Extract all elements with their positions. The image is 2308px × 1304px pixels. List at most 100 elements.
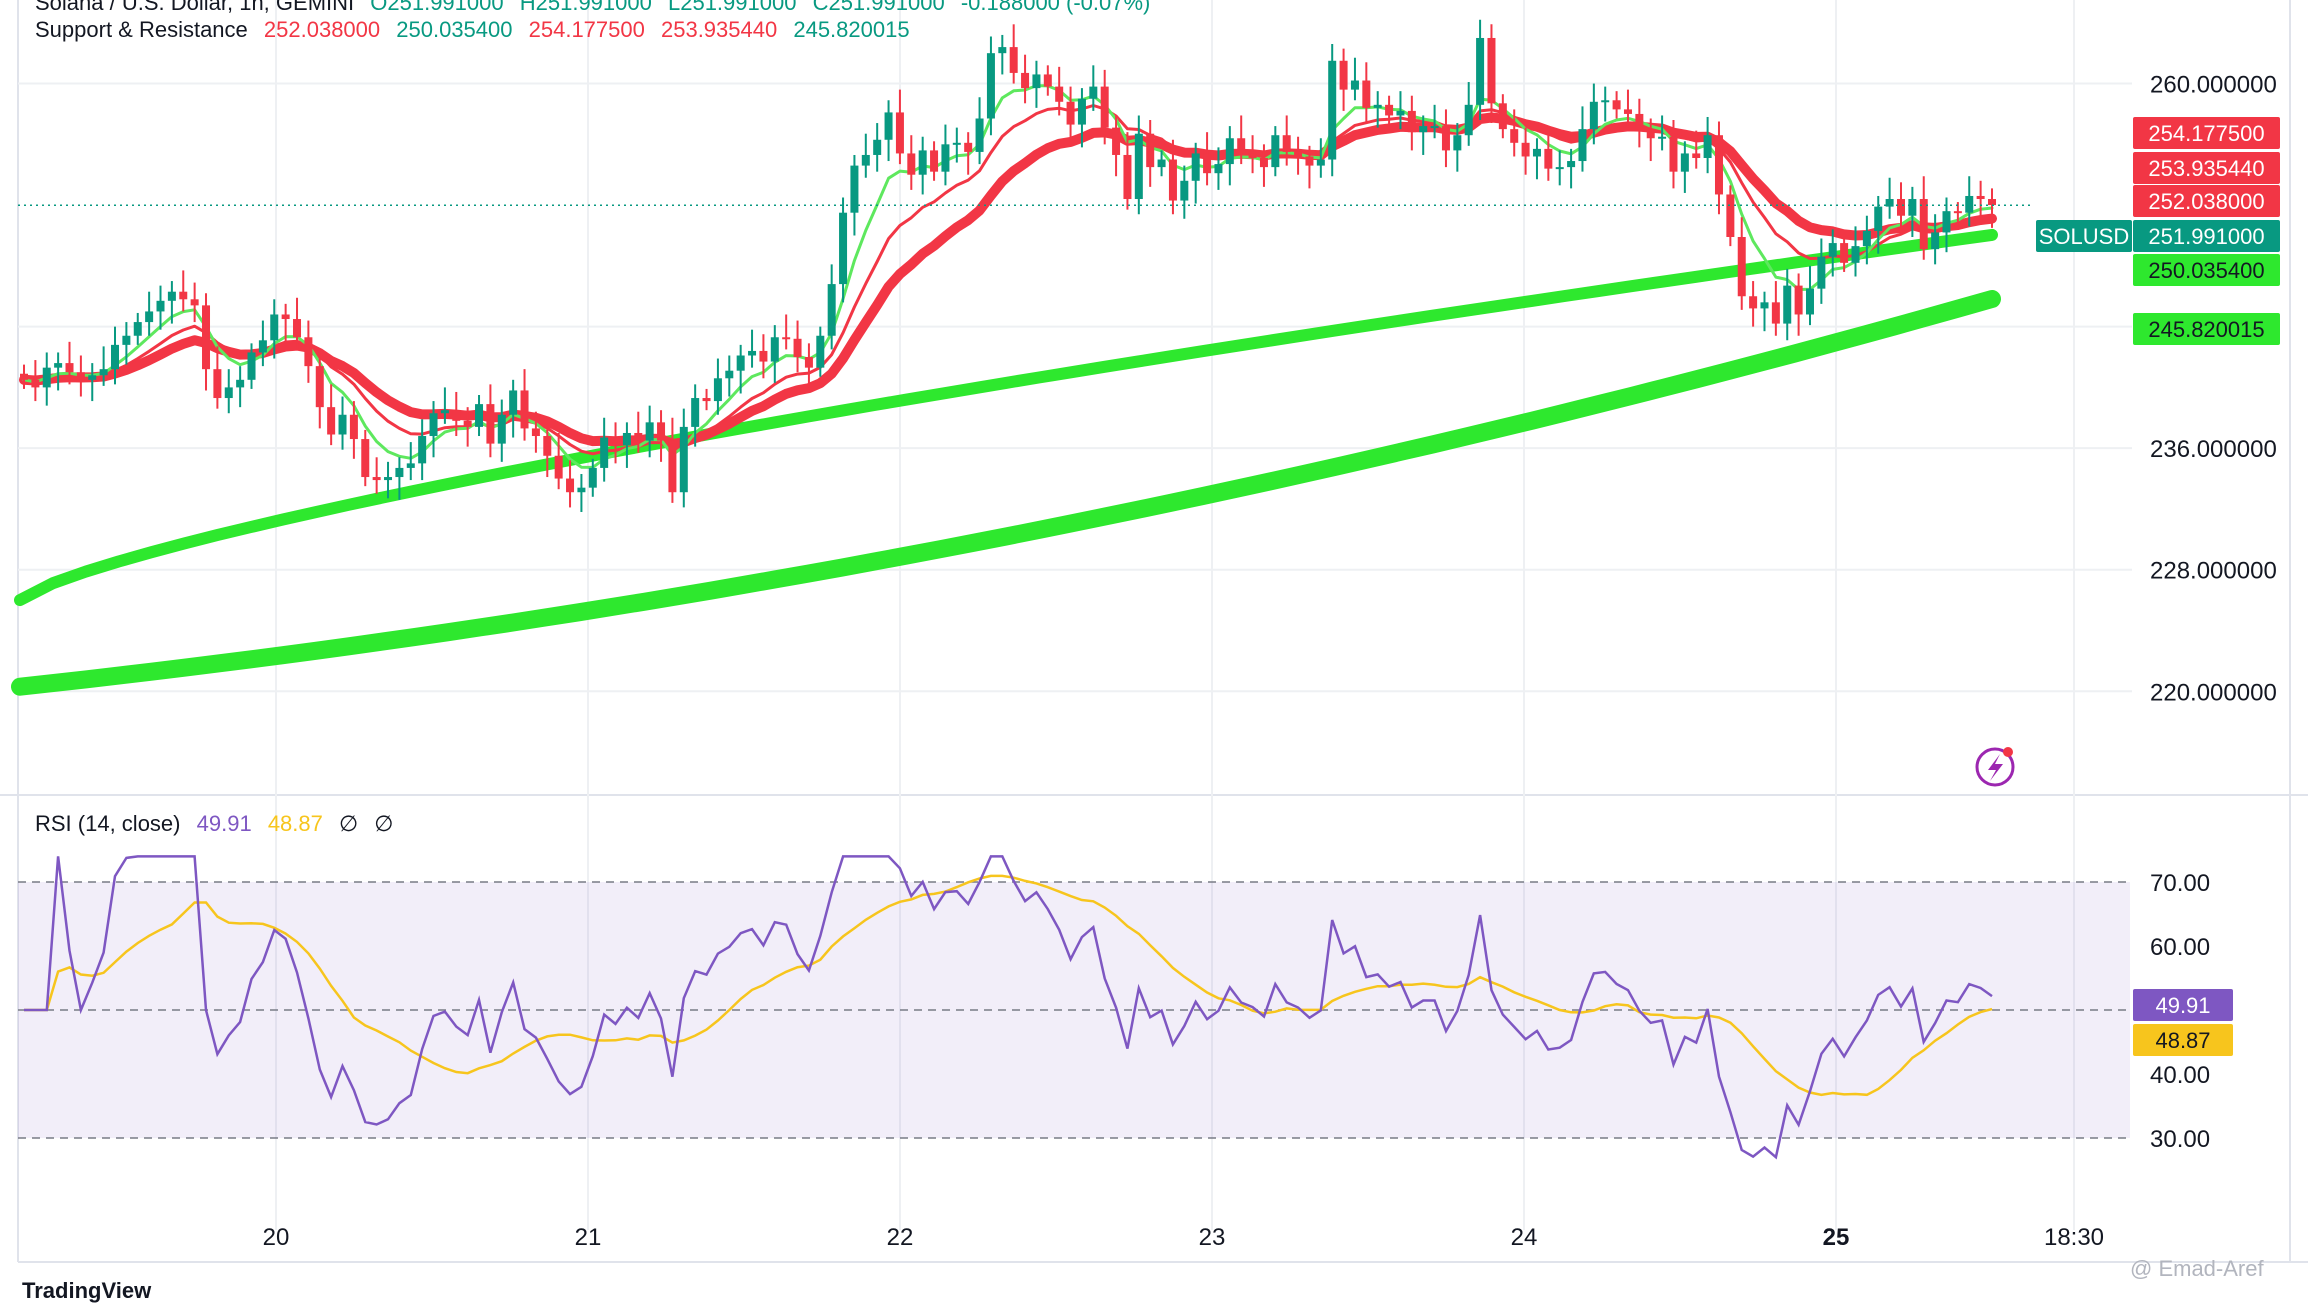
candle[interactable] [1521, 127, 1530, 175]
candle[interactable] [1271, 126, 1280, 177]
candle[interactable] [1453, 123, 1462, 172]
candle[interactable] [941, 124, 950, 186]
candle[interactable] [566, 460, 575, 508]
candle[interactable] [1692, 130, 1701, 169]
candle[interactable] [1896, 182, 1905, 233]
candle[interactable] [1862, 215, 1871, 265]
candle[interactable] [1385, 95, 1394, 125]
candle[interactable] [452, 391, 461, 437]
candle[interactable] [1396, 91, 1405, 130]
candle[interactable] [1328, 44, 1337, 177]
candle[interactable] [1612, 91, 1621, 119]
candle[interactable] [1441, 109, 1450, 168]
candle[interactable] [1157, 150, 1166, 177]
candle[interactable] [554, 432, 563, 490]
candle[interactable] [1749, 281, 1758, 327]
candle[interactable] [1248, 135, 1257, 174]
candle[interactable] [918, 136, 927, 195]
candle[interactable] [1112, 115, 1121, 177]
candle[interactable] [1305, 145, 1314, 189]
candle[interactable] [861, 133, 870, 178]
candle[interactable] [816, 326, 825, 377]
candle[interactable] [1203, 132, 1212, 186]
candle[interactable] [1498, 94, 1507, 139]
candle[interactable] [224, 369, 233, 414]
candle[interactable] [167, 281, 176, 324]
candle[interactable] [1976, 180, 1985, 218]
candle[interactable] [258, 320, 267, 367]
candle[interactable] [372, 457, 381, 494]
candle[interactable] [1555, 150, 1564, 186]
candle[interactable] [975, 97, 984, 165]
candle[interactable] [1009, 24, 1018, 84]
candle[interactable] [213, 346, 222, 409]
candle[interactable] [20, 364, 28, 389]
candle[interactable] [645, 405, 654, 458]
candle[interactable] [1840, 233, 1849, 272]
candle[interactable] [1339, 48, 1348, 111]
candle[interactable] [1316, 138, 1325, 178]
candle[interactable] [702, 388, 711, 411]
candle[interactable] [509, 379, 518, 438]
candle[interactable] [770, 325, 779, 383]
candle[interactable] [1407, 95, 1416, 151]
candle[interactable] [338, 396, 347, 450]
candle[interactable] [1567, 148, 1576, 189]
candle[interactable] [827, 264, 836, 350]
tradingview-logo[interactable]: TradingView [22, 1278, 152, 1303]
candle[interactable] [1532, 138, 1541, 180]
rsi-legend[interactable]: RSI (14, close) 49.91 48.87 ∅ ∅ [35, 811, 403, 837]
candle[interactable] [1237, 115, 1246, 165]
candle[interactable] [429, 401, 438, 458]
candle[interactable] [236, 366, 245, 408]
candle[interactable] [1669, 120, 1678, 189]
candle[interactable] [1805, 265, 1814, 326]
candle[interactable] [1783, 268, 1792, 341]
candle[interactable] [691, 384, 700, 447]
candle[interactable] [486, 384, 495, 458]
candle[interactable] [850, 154, 859, 236]
candle[interactable] [748, 329, 757, 368]
candle[interactable] [1168, 139, 1177, 215]
candle[interactable] [418, 419, 427, 481]
candle[interactable] [1043, 65, 1052, 96]
candle[interactable] [600, 417, 609, 482]
candle[interactable] [1988, 188, 1996, 228]
candle[interactable] [475, 395, 484, 437]
candle[interactable] [88, 363, 97, 402]
candle[interactable] [76, 355, 85, 397]
candle[interactable] [531, 411, 540, 453]
candle[interactable] [122, 322, 131, 365]
candle[interactable] [577, 474, 586, 512]
candle[interactable] [1077, 88, 1086, 148]
candle[interactable] [1623, 89, 1632, 128]
candle[interactable] [986, 36, 995, 136]
candle[interactable] [1464, 82, 1473, 146]
candle[interactable] [1419, 115, 1428, 155]
candle[interactable] [657, 410, 666, 462]
candle[interactable] [736, 344, 745, 394]
candle[interactable] [361, 429, 370, 487]
sr-legend[interactable]: Support & Resistance 252.038000 250.0354… [35, 17, 920, 43]
candle[interactable] [1658, 115, 1667, 151]
candle[interactable] [190, 282, 199, 323]
candle[interactable] [1134, 115, 1143, 215]
candle[interactable] [1885, 177, 1894, 219]
candle[interactable] [725, 355, 734, 397]
candle[interactable] [520, 369, 529, 441]
candle[interactable] [1089, 65, 1098, 111]
candle[interactable] [634, 411, 643, 453]
candle[interactable] [759, 334, 768, 379]
candle[interactable] [804, 343, 813, 388]
candle[interactable] [202, 293, 211, 391]
candle[interactable] [1191, 142, 1200, 204]
candle[interactable] [315, 353, 324, 429]
candle[interactable] [1362, 62, 1371, 124]
candle[interactable] [440, 387, 449, 424]
candle[interactable] [349, 401, 358, 459]
candle[interactable] [1544, 127, 1553, 181]
candle[interactable] [543, 423, 552, 478]
candle[interactable] [1601, 86, 1610, 122]
candle[interactable] [1350, 57, 1359, 101]
